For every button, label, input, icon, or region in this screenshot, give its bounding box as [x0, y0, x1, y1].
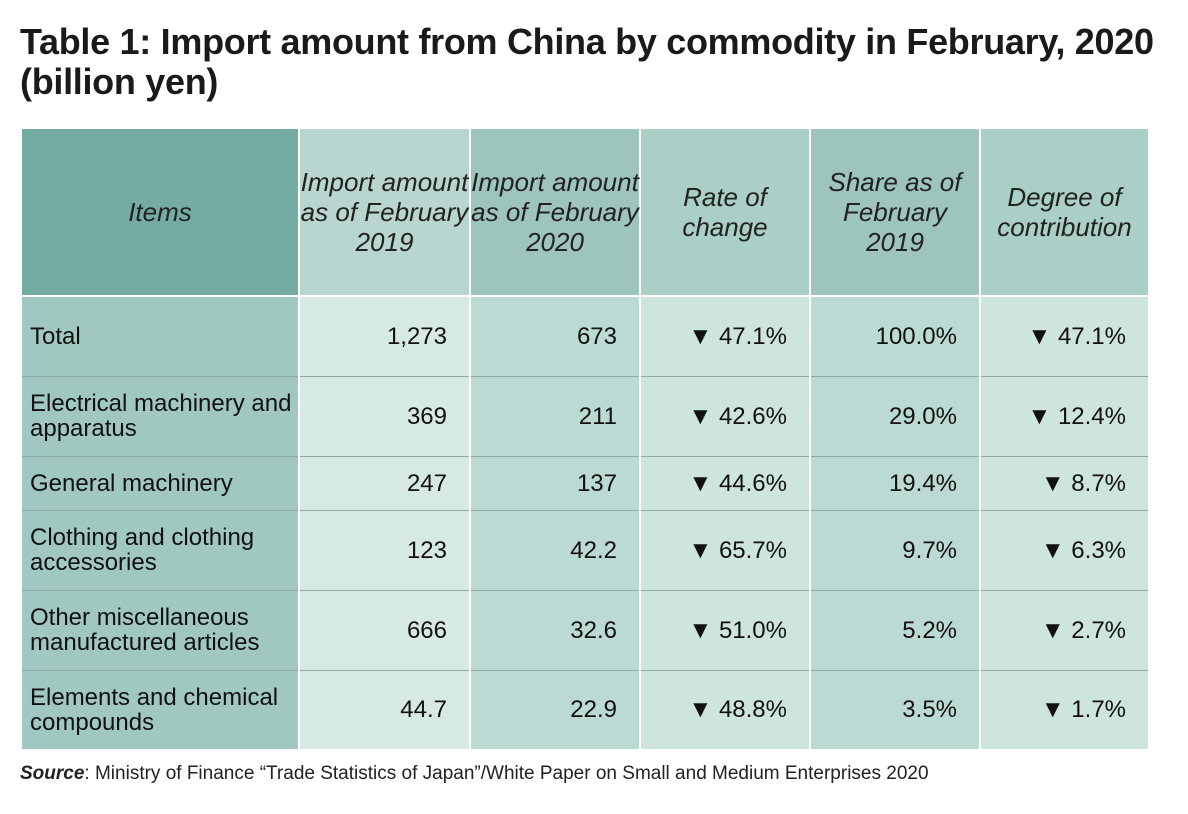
- cell-share-2019: 5.2%: [809, 589, 981, 671]
- table-row: Clothing and clothing accessories 123 42.2…: [20, 509, 1150, 591]
- header-row: Items Import amount as of February 2019 Im…: [20, 127, 1150, 297]
- row-item-label: General machinery: [20, 455, 300, 511]
- column-header-share-2019: Share as of February 2019: [809, 127, 981, 297]
- cell-import-2019: 1,273: [298, 295, 471, 377]
- table-row: General machinery 247 137 ▼ 44.6% 19.4% ▼ 8.7…: [20, 455, 1150, 511]
- cell-rate-of-change: ▼ 65.7%: [639, 509, 811, 591]
- cell-share-2019: 29.0%: [809, 375, 981, 457]
- cell-rate-of-change: ▼ 47.1%: [639, 295, 811, 377]
- column-header-items: Items: [20, 127, 300, 297]
- column-header-rate-of-change: Rate of change: [639, 127, 811, 297]
- cell-rate-of-change: ▼ 48.8%: [639, 669, 811, 751]
- cell-degree-of-contribution: ▼ 47.1%: [979, 295, 1150, 377]
- cell-rate-of-change: ▼ 42.6%: [639, 375, 811, 457]
- cell-degree-of-contribution: ▼ 8.7%: [979, 455, 1150, 511]
- cell-import-2019: 247: [298, 455, 471, 511]
- row-item-label: Elements and chemical compounds: [20, 669, 300, 751]
- cell-degree-of-contribution: ▼ 6.3%: [979, 509, 1150, 591]
- cell-import-2019: 666: [298, 589, 471, 671]
- column-header-import-2020: Import amount as of February 2020: [469, 127, 641, 297]
- cell-share-2019: 9.7%: [809, 509, 981, 591]
- row-item-label: Clothing and clothing accessories: [20, 509, 300, 591]
- cell-degree-of-contribution: ▼ 12.4%: [979, 375, 1150, 457]
- cell-share-2019: 19.4%: [809, 455, 981, 511]
- table-body: Total 1,273 673 ▼ 47.1% 100.0% ▼ 47.1% Electri…: [20, 295, 1150, 751]
- row-item-label: Total: [20, 295, 300, 377]
- cell-import-2020: 673: [469, 295, 641, 377]
- cell-rate-of-change: ▼ 44.6%: [639, 455, 811, 511]
- cell-import-2020: 211: [469, 375, 641, 457]
- cell-import-2020: 137: [469, 455, 641, 511]
- table-row: Other miscellaneous manufactured article…: [20, 589, 1150, 671]
- row-item-label: Electrical machinery and apparatus: [20, 375, 300, 457]
- source-text: : Ministry of Finance “Trade Statistics …: [84, 763, 929, 784]
- import-table: Items Import amount as of February 2019 Im…: [20, 127, 1150, 751]
- cell-degree-of-contribution: ▼ 2.7%: [979, 589, 1150, 671]
- table-row: Electrical machinery and apparatus 369 211…: [20, 375, 1150, 457]
- cell-share-2019: 3.5%: [809, 669, 981, 751]
- source-note: Source: Ministry of Finance “Trade Stati…: [20, 762, 1160, 786]
- cell-import-2019: 123: [298, 509, 471, 591]
- cell-import-2020: 42.2: [469, 509, 641, 591]
- cell-degree-of-contribution: ▼ 1.7%: [979, 669, 1150, 751]
- cell-import-2020: 32.6: [469, 589, 641, 671]
- row-item-label: Other miscellaneous manufactured article…: [20, 589, 300, 671]
- column-header-import-2019: Import amount as of February 2019: [298, 127, 471, 297]
- column-header-degree-of-contribution: Degree of contribution: [979, 127, 1150, 297]
- cell-share-2019: 100.0%: [809, 295, 981, 377]
- table-header: Items Import amount as of February 2019 Im…: [20, 127, 1150, 297]
- table-row: Total 1,273 673 ▼ 47.1% 100.0% ▼ 47.1%: [20, 295, 1150, 377]
- cell-rate-of-change: ▼ 51.0%: [639, 589, 811, 671]
- source-label: Source: [20, 763, 85, 784]
- cell-import-2020: 22.9: [469, 669, 641, 751]
- cell-import-2019: 369: [298, 375, 471, 457]
- table-row: Elements and chemical compounds 44.7 22.9 ▼…: [20, 669, 1150, 751]
- table-title: Table 1: Import amount from China by com…: [20, 21, 1154, 102]
- cell-import-2019: 44.7: [298, 669, 471, 751]
